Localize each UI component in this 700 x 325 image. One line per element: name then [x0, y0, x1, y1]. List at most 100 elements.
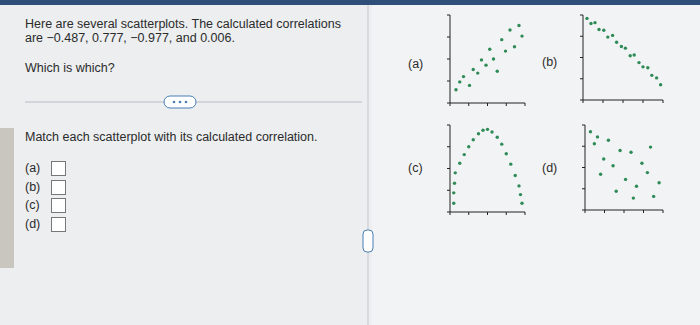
point	[492, 57, 495, 60]
y-tick	[447, 168, 450, 169]
point	[505, 152, 508, 155]
y-tick	[447, 190, 450, 191]
point	[488, 48, 491, 51]
x-tick	[506, 212, 507, 215]
y-tick	[580, 100, 583, 101]
answer-label: (c)	[25, 198, 40, 212]
point	[480, 58, 483, 61]
point	[467, 145, 470, 148]
point	[659, 83, 662, 86]
y-tick	[447, 125, 450, 126]
point	[657, 181, 660, 184]
button-dot	[173, 101, 176, 104]
point	[500, 142, 503, 145]
answer-box	[51, 198, 66, 213]
point	[520, 34, 523, 37]
point	[585, 17, 588, 20]
points	[452, 128, 524, 205]
point	[602, 157, 605, 160]
point	[629, 54, 632, 57]
y-tick	[447, 146, 450, 147]
point	[481, 129, 484, 132]
point	[519, 193, 522, 196]
point	[513, 45, 516, 48]
x-tick	[663, 210, 664, 213]
point	[484, 63, 487, 66]
point	[500, 38, 503, 41]
point	[606, 35, 609, 38]
y-tick	[582, 188, 585, 189]
point	[650, 74, 653, 77]
point	[637, 61, 640, 64]
answer-box	[51, 161, 66, 176]
point	[458, 80, 461, 83]
plot-label: (a)	[408, 57, 423, 71]
scatterplot: (c)	[408, 125, 525, 215]
x-tick	[525, 212, 526, 215]
expand-button[interactable]	[164, 96, 196, 108]
point	[633, 53, 636, 56]
y-tick	[582, 125, 585, 126]
answer-label: (d)	[25, 217, 40, 231]
x-tick	[603, 100, 604, 103]
point	[635, 185, 638, 188]
point	[496, 70, 499, 73]
point	[517, 184, 520, 187]
points	[585, 17, 662, 87]
plot-label: (b)	[542, 55, 557, 69]
side-button[interactable]	[363, 230, 373, 252]
answer-box	[51, 217, 66, 232]
y-tick	[447, 59, 450, 60]
prompt-line: are −0.487, 0.777, −0.977, and 0.006.	[25, 31, 235, 45]
y-tick	[580, 15, 583, 16]
point	[640, 162, 643, 165]
point	[597, 28, 600, 31]
point	[632, 196, 635, 199]
y-tick	[582, 167, 585, 168]
point	[641, 65, 644, 68]
point	[477, 132, 480, 135]
side-strip	[0, 128, 14, 268]
button-dot	[185, 101, 188, 104]
point	[589, 22, 592, 25]
point	[452, 191, 455, 194]
x-tick	[525, 103, 526, 106]
point	[611, 34, 614, 37]
plot-label: (d)	[542, 161, 557, 175]
point	[646, 171, 649, 174]
point	[486, 128, 489, 131]
point	[615, 41, 618, 44]
x-tick	[643, 100, 644, 103]
prompt-line: Here are several scatterplots. The calcu…	[25, 17, 341, 31]
y-tick	[580, 36, 583, 37]
point	[624, 178, 627, 181]
instruction: Match each scatterplot with its calculat…	[25, 130, 318, 144]
point	[454, 171, 457, 174]
point	[646, 66, 649, 69]
point	[655, 76, 658, 79]
points	[454, 24, 523, 92]
y-tick	[582, 146, 585, 147]
scatterplot: (a)	[408, 15, 525, 106]
y-tick	[447, 15, 450, 16]
x-tick	[624, 210, 625, 213]
point	[454, 88, 457, 91]
point	[504, 49, 507, 52]
answer-label: (a)	[25, 161, 40, 175]
point	[468, 84, 471, 87]
point	[520, 202, 523, 205]
scatterplot: (d)	[542, 125, 663, 213]
point	[490, 130, 493, 133]
point	[649, 145, 652, 148]
x-tick	[506, 103, 507, 106]
x-tick	[604, 210, 605, 213]
point	[463, 153, 466, 156]
divider	[368, 5, 369, 325]
point	[629, 151, 632, 154]
point	[476, 71, 479, 74]
y-tick	[447, 81, 450, 82]
point	[624, 46, 627, 49]
answer-box	[51, 180, 66, 195]
x-tick	[663, 100, 664, 103]
point	[602, 29, 605, 32]
